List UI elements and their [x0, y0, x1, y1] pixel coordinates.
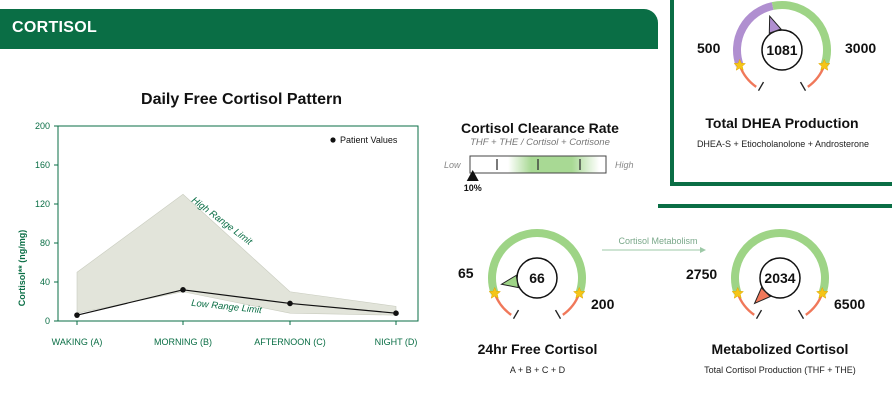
x-tick-label: MORNING (B)	[154, 337, 212, 347]
legend-label: Patient Values	[340, 135, 398, 145]
data-point	[74, 312, 80, 318]
series-line	[76, 289, 397, 316]
plot-area	[57, 125, 419, 322]
axis-ticks: 0 40 80 120 160 200 WAKING (A) MORNING (B) AFTER…	[35, 121, 417, 347]
y-tick-label: 0	[45, 316, 50, 326]
legend-marker	[330, 137, 336, 143]
y-axis-label: Cortisol** (ng/mg)	[17, 230, 27, 307]
gauge-value: 1081	[766, 42, 797, 58]
min-tick	[755, 309, 763, 320]
range-arc	[731, 229, 829, 295]
clearance-high-label: High	[615, 160, 634, 170]
chart-title: Daily Free Cortisol Pattern	[141, 91, 342, 108]
max-tick	[799, 81, 807, 92]
patient-series	[74, 287, 399, 318]
section-title: CORTISOL	[12, 19, 98, 36]
free-cortisol-subtitle: A + B + C + D	[509, 365, 566, 375]
clearance-value: 10%	[464, 183, 482, 193]
data-point	[287, 300, 293, 307]
panel-divider	[658, 204, 892, 208]
x-tick-label: AFTERNOON (C)	[254, 337, 326, 347]
dhea-high: 3000	[845, 40, 877, 56]
low-limit-star-icon	[733, 58, 747, 71]
plot-frame	[57, 125, 419, 322]
dhea-panel-border	[670, 0, 892, 186]
y-axis-label-group: Cortisol** (ng/mg)	[17, 230, 27, 307]
data-point	[180, 287, 186, 293]
free-cortisol-high: 200	[591, 296, 615, 312]
dhea-low: 500	[697, 40, 721, 56]
max-tick	[797, 309, 805, 320]
free-cortisol-title: 24hr Free Cortisol	[477, 341, 598, 357]
value-circle	[761, 29, 803, 71]
y-tick-label: 160	[35, 160, 50, 170]
legend: Patient Values	[330, 135, 398, 145]
clearance-pointer-icon	[466, 170, 479, 181]
metabolism-arrow: Cortisol Metabolism	[602, 236, 706, 253]
header-bar: CORTISOL	[0, 9, 658, 49]
metabolized-cortisol-gauge: 2034	[731, 229, 829, 320]
gauge-pointer-icon	[768, 14, 782, 34]
dhea-subtitle: DHEA-S + Etiocholanolone + Androsterone	[696, 139, 870, 149]
clearance-rate-bar: Low High 10%	[444, 155, 634, 193]
high-limit-star-icon	[817, 58, 831, 71]
range-arc	[488, 229, 586, 295]
progress-arc	[733, 2, 774, 67]
range-arc	[771, 1, 831, 67]
dhea-title: Total DHEA Production	[705, 115, 859, 131]
high-limit-star-icon	[815, 286, 829, 299]
min-tick	[512, 309, 520, 320]
high-limit-star-icon	[572, 286, 586, 299]
free-cortisol-gauge: 66	[488, 229, 586, 320]
low-limit-star-icon	[488, 286, 502, 299]
gauge-value: 66	[529, 270, 545, 286]
y-tick-label: 80	[40, 238, 50, 248]
x-tick-label: WAKING (A)	[52, 337, 103, 347]
metabolized-title: Metabolized Cortisol	[711, 341, 849, 357]
clearance-title: Cortisol Clearance Rate	[461, 120, 619, 136]
value-circle	[759, 257, 801, 299]
y-tick-label: 200	[35, 121, 50, 131]
arrow-head-icon	[700, 247, 706, 253]
free-cortisol-low: 65	[458, 265, 474, 281]
gauge-pointer-icon	[500, 274, 519, 289]
y-tick-label: 40	[40, 277, 50, 287]
metabolized-low: 2750	[686, 266, 718, 282]
dhea-gauge: 1081	[733, 1, 831, 92]
metabolized-high: 6500	[834, 296, 866, 312]
max-tick	[554, 309, 562, 320]
clearance-subtitle: THF + THE / Cortisol + Cortisone	[470, 137, 610, 148]
gauge-value: 2034	[764, 270, 795, 286]
y-tick-label: 120	[35, 199, 50, 209]
min-tick	[757, 81, 765, 92]
metabolism-label: Cortisol Metabolism	[618, 236, 697, 246]
data-point	[393, 310, 399, 316]
metabolized-subtitle: Total Cortisol Production (THF + THE)	[704, 365, 856, 375]
gauge-pointer-icon	[753, 286, 772, 305]
clearance-low-label: Low	[444, 160, 461, 170]
x-tick-label: NIGHT (D)	[375, 337, 418, 347]
low-limit-star-icon	[731, 286, 745, 299]
